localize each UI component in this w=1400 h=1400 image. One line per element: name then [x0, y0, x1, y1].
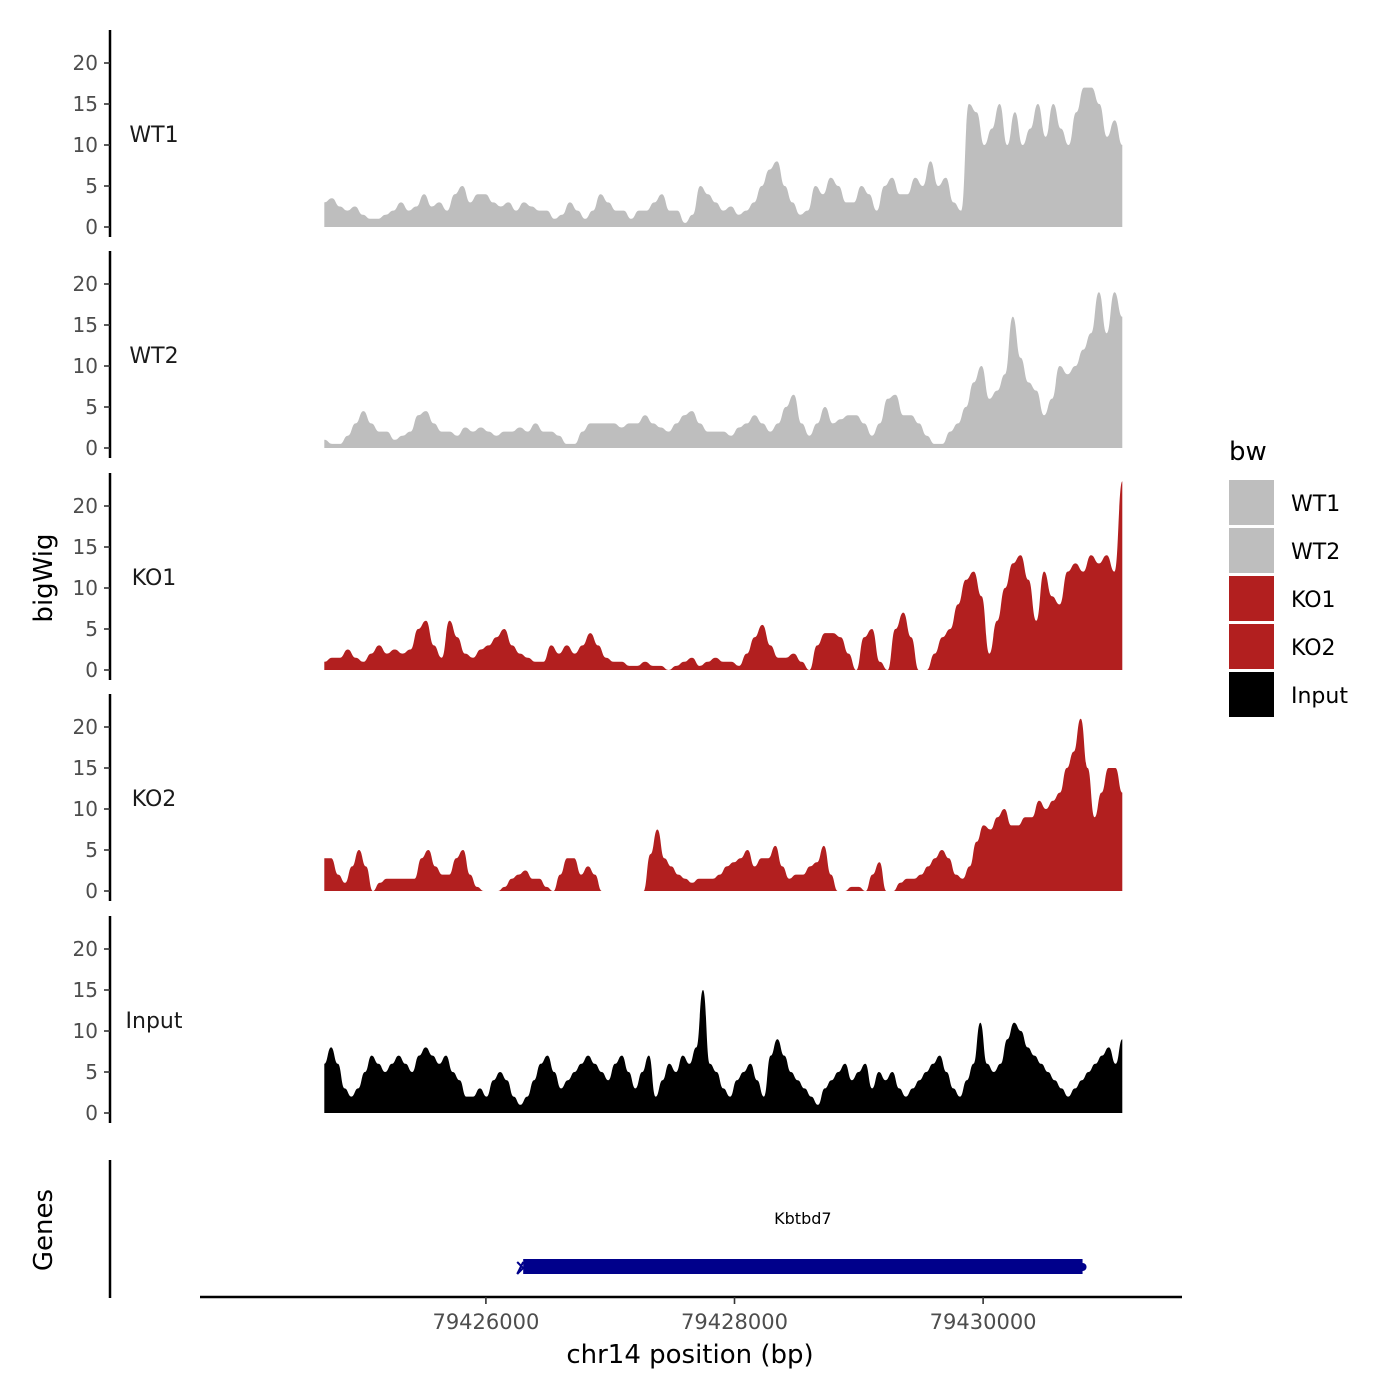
- legend-swatch-wt2: [1229, 528, 1274, 573]
- y-tick-label: 5: [85, 174, 98, 198]
- y-tick-label: 20: [73, 715, 98, 739]
- track-label: KO1: [132, 566, 177, 591]
- track-label: WT1: [129, 123, 178, 148]
- y-tick-label: 20: [73, 494, 98, 518]
- y-tick-label: 20: [73, 272, 98, 296]
- track-wt1: 0 5 10 15 20 WT1: [73, 30, 1123, 239]
- y-tick-label: 20: [73, 937, 98, 961]
- legend-swatch-ko1: [1229, 576, 1274, 621]
- legend-label-wt2: WT2: [1291, 540, 1340, 565]
- y-tick-label: 0: [85, 658, 98, 682]
- y-tick-label: 10: [73, 1019, 98, 1043]
- y-tick-label: 0: [85, 436, 98, 460]
- legend-label-ko1: KO1: [1291, 588, 1336, 613]
- legend-label-input: Input: [1291, 684, 1348, 709]
- y-tick-label: 5: [85, 1060, 98, 1084]
- gene-label: Kbtbd7: [774, 1209, 831, 1228]
- y-tick-label: 0: [85, 215, 98, 239]
- signal-area-ko1: [324, 481, 1123, 670]
- legend-swatch-wt1: [1229, 480, 1274, 525]
- track-ko2: 0 5 10 15 20 KO2: [73, 694, 1123, 903]
- y-tick-label: 5: [85, 617, 98, 641]
- signal-area-wt2: [324, 292, 1123, 448]
- y-tick-label: 0: [85, 1101, 98, 1125]
- x-tick-label: 79426000: [432, 1310, 539, 1334]
- y-tick-label: 0: [85, 879, 98, 903]
- y-tick-label: 15: [73, 535, 98, 559]
- y-tick-label: 10: [73, 797, 98, 821]
- legend-title: bw: [1229, 437, 1267, 467]
- track-ko1: 0 5 10 15 20 KO1: [73, 473, 1123, 682]
- bigwig-tracks: 0 5 10 15 20 WT1 0 5 10 15 20 WT2 0 5 10 15 20 KO1 0 5 10 15 2…: [73, 30, 1123, 1125]
- x-tick-label: 79430000: [930, 1310, 1037, 1334]
- gene-body-bar: [523, 1259, 1083, 1274]
- legend: bw WT1 WT2 KO1 KO2 Input: [1229, 437, 1348, 717]
- genes-axis-title: Genes: [29, 1189, 59, 1271]
- gene-end-marker: [1078, 1263, 1087, 1271]
- y-axis-title: bigWig: [29, 533, 59, 622]
- signal-area-input: [324, 990, 1123, 1113]
- legend-label-wt1: WT1: [1291, 492, 1340, 517]
- track-label: KO2: [132, 787, 177, 812]
- y-tick-label: 5: [85, 838, 98, 862]
- gene-strand-marker: [516, 1261, 525, 1275]
- track-label: Input: [126, 1009, 183, 1034]
- y-tick-label: 15: [73, 313, 98, 337]
- signal-area-ko2: [324, 718, 1123, 891]
- track-wt2: 0 5 10 15 20 WT2: [73, 251, 1123, 460]
- y-tick-label: 20: [73, 51, 98, 75]
- x-tick-label: 79428000: [681, 1310, 788, 1334]
- y-tick-label: 15: [73, 978, 98, 1002]
- y-tick-label: 10: [73, 133, 98, 157]
- legend-swatch-ko2: [1229, 624, 1274, 669]
- y-tick-label: 10: [73, 354, 98, 378]
- legend-swatch-input: [1229, 672, 1274, 717]
- genes-panel: Kbtbd7: [108, 1160, 1087, 1298]
- y-tick-label: 15: [73, 92, 98, 116]
- y-tick-label: 10: [73, 576, 98, 600]
- x-axis: 79426000 79428000 79430000: [200, 1295, 1182, 1334]
- track-input: 0 5 10 15 20 Input: [73, 916, 1123, 1125]
- y-tick-label: 15: [73, 756, 98, 780]
- track-label: WT2: [129, 344, 178, 369]
- x-axis-title: chr14 position (bp): [566, 1340, 813, 1370]
- y-tick-label: 5: [85, 395, 98, 419]
- signal-area-wt1: [324, 87, 1123, 227]
- legend-label-ko2: KO2: [1291, 636, 1336, 661]
